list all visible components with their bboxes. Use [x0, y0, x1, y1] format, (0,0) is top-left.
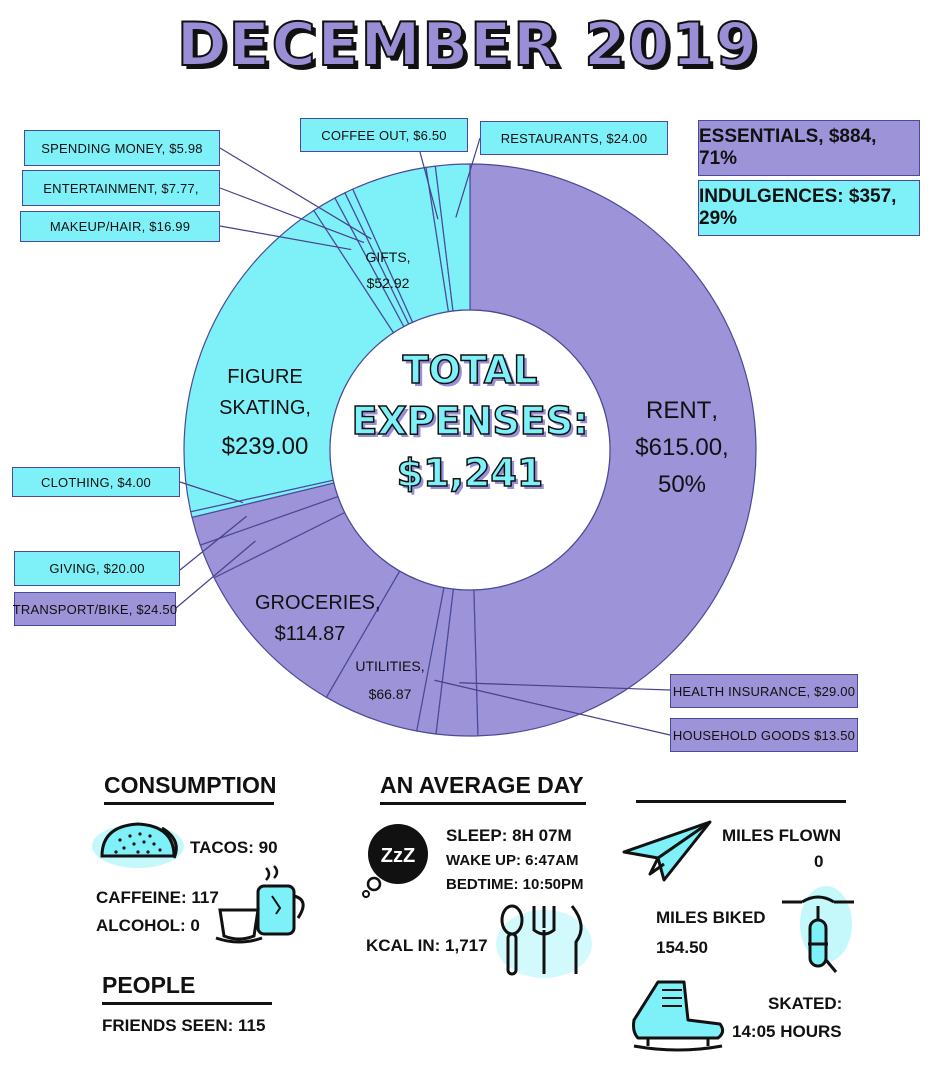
rent-percent: 50%: [657, 471, 707, 499]
bedtime-stat: BEDTIME: 10:50PM: [446, 876, 584, 893]
rent-value: $615.00,: [635, 434, 729, 462]
friends-seen-stat: FRIENDS SEEN: 115: [102, 1016, 266, 1035]
leader-line-coffee-out: [419, 151, 439, 220]
sleep-stat: SLEEP: 8H 07M: [446, 826, 572, 845]
label-coffee-out: COFFEE OUT, $6.50: [300, 118, 468, 152]
groceries-name: GROCERIES,: [255, 592, 381, 614]
donut-hole: [329, 309, 611, 591]
leader-line-clothing: [179, 481, 244, 504]
groceries-value: $114.87: [274, 623, 346, 645]
slice-label-groceries: GROCERIES, $114.87: [255, 588, 381, 650]
gifts-value: $52.92: [366, 274, 410, 291]
label-spending-money: SPENDING MONEY, $5.98: [24, 130, 220, 166]
label-clothing: CLOTHING, $4.00: [12, 467, 180, 497]
wake-stat: WAKE UP: 6:47AM: [446, 852, 579, 869]
total-line-2: EXPENSES:: [351, 399, 589, 445]
total-expenses: TOTAL EXPENSES: $1,241: [340, 345, 600, 499]
travel-divider: [636, 800, 846, 803]
people-heading: PEOPLE: [102, 972, 272, 1005]
leader-line-entertainment: [219, 187, 365, 244]
label-health-insurance: HEALTH INSURANCE, $29.00: [670, 674, 858, 708]
kcal-stat: KCAL IN: 1,717: [366, 936, 488, 955]
alcohol-stat: ALCOHOL: 0: [96, 916, 200, 935]
utilities-name: UTILITIES,: [355, 658, 425, 674]
leader-line-health-insurance: [459, 682, 671, 691]
gifts-name: GIFTS,: [365, 249, 411, 265]
consumption-heading: CONSUMPTION: [104, 772, 277, 805]
figure-skating-name: FIGURE SKATING,: [219, 366, 311, 419]
label-giving: GIVING, $20.00: [14, 551, 180, 586]
leader-line-makeup-hair: [219, 225, 352, 251]
leader-line-restaurants: [455, 137, 481, 218]
skated-label: SKATED:: [768, 994, 843, 1013]
label-household-goods: HOUSEHOLD GOODS $13.50: [670, 718, 858, 752]
total-line-3: $1,241: [396, 450, 544, 496]
page-title: DECEMBER 2019: [176, 9, 760, 81]
taco-icon: [92, 822, 184, 868]
utilities-value: $66.87: [368, 685, 412, 702]
leader-line-giving: [179, 515, 247, 571]
label-makeup-hair: MAKEUP/HAIR, $16.99: [20, 211, 220, 242]
label-transport-bike: TRANSPORT/BIKE, $24.50: [13, 592, 177, 626]
slice-label-utilities: UTILITIES, $66.87: [350, 656, 430, 705]
slice-label-gifts: GIFTS, $52.92: [348, 247, 428, 294]
zzz-text: ZzZ: [381, 845, 415, 867]
total-line-1: TOTAL: [402, 347, 538, 393]
miles-biked-label: MILES BIKED: [656, 908, 766, 927]
skated-value: 14:05 HOURS: [732, 1022, 842, 1041]
average-day-heading: AN AVERAGE DAY: [380, 772, 586, 805]
label-entertainment: ENTERTAINMENT, $7.77,: [22, 170, 220, 206]
leader-line-spending-money: [219, 147, 372, 240]
rent-name: RENT: [645, 397, 712, 424]
cutlery-icon: [496, 904, 592, 978]
essentials-summary: ESSENTIALS, $884, 71%: [698, 120, 920, 176]
indulgences-summary: INDULGENCES: $357, 29%: [698, 180, 920, 236]
leader-line-household-goods: [434, 679, 671, 736]
ice-skate-icon: [632, 980, 725, 1052]
caffeine-stat: CAFFEINE: 117: [96, 888, 219, 907]
figure-skating-value: $239.00: [221, 433, 309, 460]
miles-flown-label: MILES FLOWN: [722, 826, 841, 845]
sleep-bubble-icon: ZzZ: [362, 824, 428, 898]
label-restaurants: RESTAURANTS, $24.00: [480, 121, 668, 155]
miles-flown-value: 0: [814, 852, 824, 871]
leader-line-transport-bike: [175, 540, 256, 609]
tacos-stat: TACOS: 90: [190, 838, 278, 857]
slice-label-rent: RENT, $615.00, 50%: [622, 392, 742, 504]
slice-label-figure-skating: FIGURE SKATING, $239.00: [190, 362, 340, 465]
miles-biked-value: 154.50: [656, 938, 708, 957]
mugs-icon: [215, 865, 305, 944]
paper-plane-icon: [622, 820, 712, 882]
bicycle-icon: [782, 886, 854, 973]
